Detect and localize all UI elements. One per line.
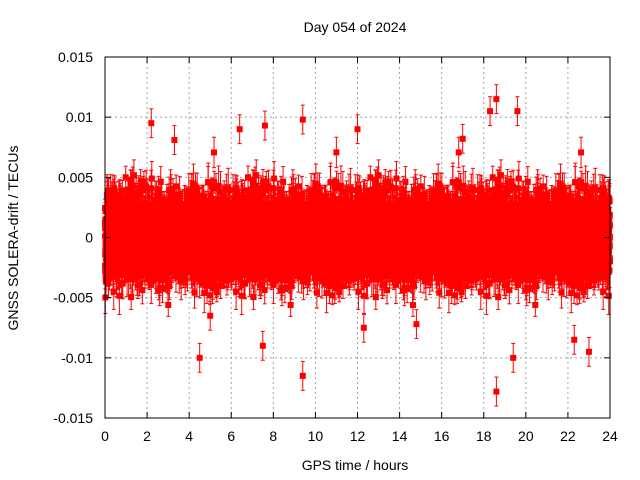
data-point — [149, 176, 155, 182]
data-point — [158, 179, 164, 185]
data-point — [111, 288, 117, 294]
data-point — [131, 172, 137, 178]
data-point — [128, 294, 134, 300]
